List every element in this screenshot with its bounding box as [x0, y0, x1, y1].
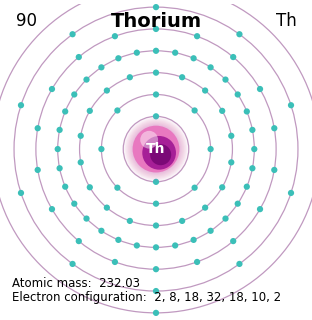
- Text: Thorium: Thorium: [110, 12, 202, 31]
- Circle shape: [98, 228, 105, 234]
- Circle shape: [114, 107, 120, 114]
- Circle shape: [83, 76, 90, 83]
- Circle shape: [202, 87, 208, 94]
- Circle shape: [257, 86, 263, 92]
- Circle shape: [153, 310, 159, 316]
- Circle shape: [153, 266, 159, 272]
- Circle shape: [62, 108, 68, 115]
- Circle shape: [127, 218, 133, 224]
- Circle shape: [98, 146, 105, 152]
- Circle shape: [207, 64, 214, 70]
- Circle shape: [153, 222, 159, 228]
- Circle shape: [230, 238, 236, 244]
- Circle shape: [87, 108, 93, 114]
- Circle shape: [98, 64, 105, 70]
- Circle shape: [134, 242, 140, 249]
- Circle shape: [115, 55, 121, 61]
- Circle shape: [257, 206, 263, 212]
- Circle shape: [191, 237, 197, 243]
- Circle shape: [56, 165, 63, 172]
- Circle shape: [207, 228, 214, 234]
- Circle shape: [191, 55, 197, 61]
- Circle shape: [249, 165, 256, 172]
- Circle shape: [153, 113, 159, 119]
- Text: Th: Th: [275, 12, 296, 30]
- Circle shape: [288, 102, 294, 108]
- Circle shape: [104, 204, 110, 211]
- Circle shape: [71, 201, 77, 207]
- Circle shape: [56, 127, 63, 133]
- Circle shape: [192, 185, 198, 191]
- Circle shape: [71, 91, 77, 98]
- Circle shape: [219, 184, 225, 190]
- Circle shape: [271, 125, 277, 131]
- Circle shape: [78, 159, 84, 165]
- Circle shape: [35, 125, 41, 131]
- Circle shape: [235, 91, 241, 98]
- Circle shape: [222, 76, 229, 83]
- Circle shape: [78, 133, 84, 139]
- Circle shape: [249, 127, 256, 133]
- Circle shape: [70, 31, 76, 37]
- Circle shape: [244, 108, 250, 115]
- Circle shape: [288, 190, 294, 196]
- Circle shape: [70, 261, 76, 267]
- Circle shape: [222, 215, 229, 222]
- Circle shape: [114, 185, 120, 191]
- Circle shape: [140, 131, 158, 148]
- Circle shape: [112, 259, 118, 265]
- Circle shape: [83, 215, 90, 222]
- Circle shape: [115, 237, 121, 243]
- Circle shape: [134, 50, 140, 56]
- Circle shape: [112, 33, 118, 39]
- Circle shape: [18, 102, 24, 108]
- Circle shape: [18, 190, 24, 196]
- Circle shape: [49, 86, 55, 92]
- Circle shape: [153, 179, 159, 185]
- Circle shape: [236, 261, 242, 267]
- Circle shape: [192, 107, 198, 114]
- Circle shape: [153, 244, 159, 251]
- Circle shape: [228, 159, 234, 165]
- Circle shape: [153, 201, 159, 207]
- Circle shape: [153, 92, 159, 98]
- Circle shape: [55, 146, 61, 152]
- Circle shape: [153, 288, 159, 294]
- Circle shape: [244, 184, 250, 190]
- Circle shape: [228, 133, 234, 139]
- Circle shape: [133, 126, 179, 172]
- Circle shape: [194, 33, 200, 39]
- Circle shape: [142, 136, 176, 170]
- Circle shape: [179, 218, 185, 224]
- Circle shape: [172, 242, 178, 249]
- Circle shape: [150, 144, 171, 165]
- Circle shape: [194, 259, 200, 265]
- Circle shape: [251, 146, 257, 152]
- Circle shape: [104, 87, 110, 94]
- Text: 90: 90: [16, 12, 37, 30]
- Circle shape: [153, 26, 159, 32]
- Circle shape: [236, 31, 242, 37]
- Circle shape: [76, 238, 82, 244]
- Circle shape: [172, 50, 178, 56]
- Circle shape: [76, 54, 82, 60]
- Circle shape: [207, 146, 214, 152]
- Circle shape: [49, 206, 55, 212]
- Text: Atomic mass:  232.03: Atomic mass: 232.03: [12, 277, 140, 290]
- Circle shape: [35, 167, 41, 173]
- Circle shape: [153, 4, 159, 10]
- Circle shape: [153, 69, 159, 76]
- Circle shape: [127, 74, 133, 80]
- Circle shape: [87, 184, 93, 190]
- Text: Th: Th: [146, 142, 166, 156]
- Circle shape: [202, 204, 208, 211]
- Circle shape: [235, 201, 241, 207]
- Circle shape: [230, 54, 236, 60]
- Text: Electron configuration:  2, 8, 18, 32, 18, 10, 2: Electron configuration: 2, 8, 18, 32, 18…: [12, 291, 282, 304]
- Circle shape: [179, 74, 185, 80]
- Circle shape: [62, 184, 68, 190]
- Circle shape: [153, 48, 159, 54]
- Circle shape: [271, 167, 277, 173]
- Circle shape: [219, 108, 225, 114]
